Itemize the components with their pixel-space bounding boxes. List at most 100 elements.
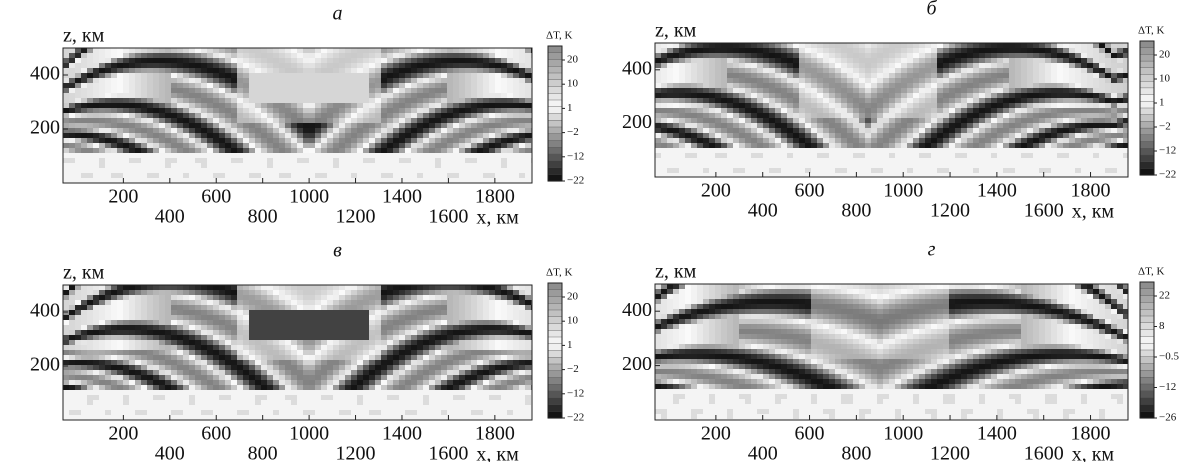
- contour-cell: [727, 43, 733, 48]
- contour-cell: [165, 173, 171, 178]
- contour-cell: [117, 103, 123, 108]
- contour-cell: [1111, 78, 1117, 83]
- contour-cell: [811, 93, 817, 98]
- contour-cell: [883, 53, 889, 58]
- contour-cell: [327, 143, 333, 148]
- contour-cell: [63, 305, 69, 310]
- contour-cell: [925, 153, 931, 158]
- contour-cell: [177, 295, 183, 300]
- contour-cell: [195, 290, 201, 295]
- contour-cell: [489, 83, 495, 88]
- contour-cell: [147, 88, 153, 93]
- contour-cell: [805, 93, 811, 98]
- contour-cell: [883, 143, 889, 148]
- contour-cell: [117, 63, 123, 68]
- contour-cell: [1015, 138, 1021, 143]
- contour-cell: [123, 400, 129, 405]
- contour-cell: [853, 93, 859, 98]
- contour-cell: [775, 128, 781, 133]
- contour-cell: [183, 395, 189, 400]
- contour-cell: [709, 138, 715, 143]
- contour-cell: [745, 163, 751, 168]
- contour-cell: [1039, 68, 1045, 73]
- contour-cell: [291, 53, 297, 58]
- contour-cell: [889, 158, 895, 163]
- contour-cell: [1015, 168, 1021, 173]
- contour-cell: [1075, 158, 1081, 163]
- contour-cell: [423, 128, 429, 133]
- contour-cell: [985, 93, 991, 98]
- contour-cell: [1093, 113, 1099, 118]
- contour-cell: [393, 168, 399, 173]
- contour-cell: [237, 148, 243, 153]
- contour-cell: [1087, 158, 1093, 163]
- contour-cell: [655, 63, 661, 68]
- contour-cell: [805, 78, 811, 83]
- x-tick-label: 800: [841, 200, 871, 222]
- contour-cell: [1063, 128, 1069, 133]
- contour-cell: [955, 128, 961, 133]
- contour-cell: [847, 93, 853, 98]
- contour-cell: [931, 83, 937, 88]
- contour-cell: [489, 163, 495, 168]
- contour-cell: [183, 133, 189, 138]
- contour-cell: [117, 340, 123, 345]
- contour-cell: [141, 118, 147, 123]
- contour-cell: [955, 78, 961, 83]
- colorbar-band: [1140, 121, 1154, 128]
- contour-cell: [69, 290, 75, 295]
- contour-cell: [691, 123, 697, 128]
- contour-cell: [805, 63, 811, 68]
- contour-cell: [417, 118, 423, 123]
- contour-cell: [913, 48, 919, 53]
- contour-cell: [859, 53, 865, 58]
- contour-cell: [399, 148, 405, 153]
- contour-cell: [781, 58, 787, 63]
- contour-cell: [111, 295, 117, 300]
- contour-cell: [1087, 58, 1093, 63]
- contour-cell: [757, 63, 763, 68]
- contour-cell: [781, 108, 787, 113]
- contour-cell: [123, 355, 129, 360]
- contour-cell: [117, 158, 123, 163]
- contour-cell: [93, 300, 99, 305]
- contour-cell: [303, 93, 309, 98]
- contour-cell: [1039, 143, 1045, 148]
- contour-cell: [267, 78, 273, 83]
- contour-cell: [943, 63, 949, 68]
- colorbar-band: [548, 134, 562, 141]
- contour-cell: [715, 48, 721, 53]
- contour-cell: [507, 173, 513, 178]
- contour-cell: [745, 78, 751, 83]
- contour-cell: [1021, 53, 1027, 58]
- contour-cell: [381, 118, 387, 123]
- contour-cell: [525, 113, 531, 118]
- contour-cell: [793, 83, 799, 88]
- contour-cell: [763, 113, 769, 118]
- contour-cell: [207, 93, 213, 98]
- contour-cell: [823, 148, 829, 153]
- contour-cell: [87, 370, 93, 375]
- contour-cell: [973, 83, 979, 88]
- contour-cell: [841, 163, 847, 168]
- contour-cell: [117, 68, 123, 73]
- contour-cell: [273, 118, 279, 123]
- colorbar-band: [548, 154, 562, 161]
- contour-cell: [1081, 58, 1087, 63]
- contour-cell: [655, 118, 661, 123]
- contour-cell: [63, 143, 69, 148]
- contour-cell: [171, 290, 177, 295]
- contour-cell: [147, 325, 153, 330]
- contour-cell: [477, 93, 483, 98]
- contour-cell: [237, 108, 243, 113]
- contour-cell: [751, 58, 757, 63]
- contour-cell: [817, 63, 823, 68]
- contour-cell: [111, 118, 117, 123]
- contour-cell: [105, 118, 111, 123]
- contour-cell: [363, 173, 369, 178]
- contour-cell: [93, 355, 99, 360]
- contour-cell: [243, 163, 249, 168]
- contour-cell: [267, 153, 273, 158]
- contour-cell: [721, 138, 727, 143]
- contour-cell: [411, 53, 417, 58]
